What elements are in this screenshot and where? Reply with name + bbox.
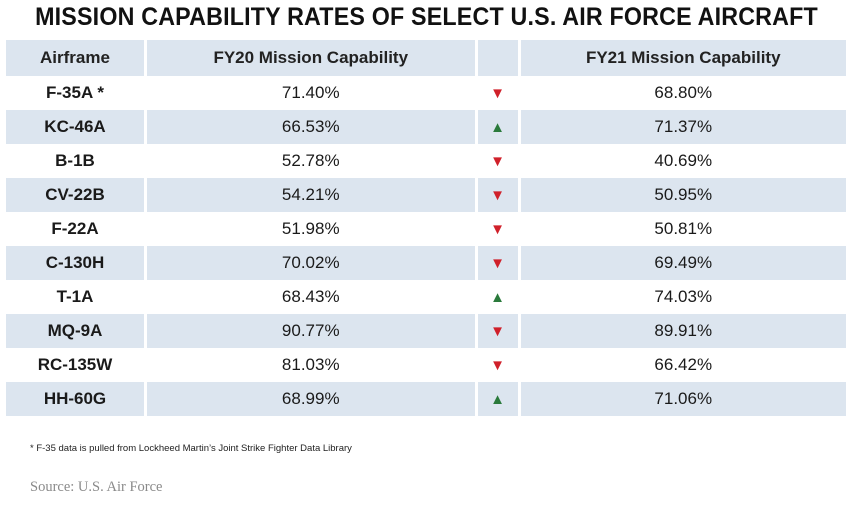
trend-cell: ▲: [477, 382, 521, 416]
trend-cell: ▼: [477, 144, 521, 178]
trend-cell: ▼: [477, 314, 521, 348]
airframe-cell: C-130H: [6, 246, 147, 280]
header-fy20: FY20 Mission Capability: [147, 40, 478, 76]
airframe-cell: B-1B: [6, 144, 147, 178]
table-row: T-1A 68.43% ▲ 74.03%: [6, 280, 846, 314]
trend-cell: ▼: [477, 76, 521, 110]
fy20-value-cell: 52.78%: [147, 144, 478, 178]
airframe-cell: T-1A: [6, 280, 147, 314]
header-trend: [477, 40, 521, 76]
fy20-value-cell: 71.40%: [147, 76, 478, 110]
airframe-cell: CV-22B: [6, 178, 147, 212]
fy21-value-cell: 66.42%: [520, 348, 846, 382]
fy21-value-cell: 71.37%: [520, 110, 846, 144]
trend-cell: ▼: [477, 178, 521, 212]
fy20-value-cell: 70.02%: [147, 246, 478, 280]
airframe-cell: F-35A *: [6, 76, 147, 110]
fy20-value-cell: 54.21%: [147, 178, 478, 212]
table-row: C-130H 70.02% ▼ 69.49%: [6, 246, 846, 280]
triangle-down-icon: ▼: [490, 323, 505, 340]
fy20-value-cell: 68.43%: [147, 280, 478, 314]
triangle-down-icon: ▼: [490, 187, 505, 204]
airframe-cell: HH-60G: [6, 382, 147, 416]
table-row: KC-46A 66.53% ▲ 71.37%: [6, 110, 846, 144]
airframe-cell: RC-135W: [6, 348, 147, 382]
fy21-value-cell: 71.06%: [520, 382, 846, 416]
fy20-value-cell: 66.53%: [147, 110, 478, 144]
triangle-up-icon: ▲: [490, 391, 505, 408]
fy20-value-cell: 81.03%: [147, 348, 478, 382]
fy21-value-cell: 89.91%: [520, 314, 846, 348]
triangle-down-icon: ▼: [490, 153, 505, 170]
table-row: CV-22B 54.21% ▼ 50.95%: [6, 178, 846, 212]
table-row: HH-60G 68.99% ▲ 71.06%: [6, 382, 846, 416]
fy20-value-cell: 90.77%: [147, 314, 478, 348]
trend-cell: ▼: [477, 348, 521, 382]
triangle-up-icon: ▲: [490, 119, 505, 136]
trend-cell: ▼: [477, 212, 521, 246]
airframe-cell: MQ-9A: [6, 314, 147, 348]
triangle-down-icon: ▼: [490, 85, 505, 102]
header-row: Airframe FY20 Mission Capability FY21 Mi…: [6, 40, 846, 76]
table-row: RC-135W 81.03% ▼ 66.42%: [6, 348, 846, 382]
header-airframe: Airframe: [6, 40, 147, 76]
fy21-value-cell: 50.95%: [520, 178, 846, 212]
trend-cell: ▲: [477, 280, 521, 314]
fy21-value-cell: 74.03%: [520, 280, 846, 314]
capability-table: Airframe FY20 Mission Capability FY21 Mi…: [6, 40, 846, 416]
fy21-value-cell: 68.80%: [520, 76, 846, 110]
fy21-value-cell: 69.49%: [520, 246, 846, 280]
header-fy21: FY21 Mission Capability: [520, 40, 846, 76]
fy20-value-cell: 51.98%: [147, 212, 478, 246]
table-body: F-35A * 71.40% ▼ 68.80% KC-46A 66.53% ▲ 71.37% B…: [6, 76, 846, 416]
table-row: MQ-9A 90.77% ▼ 89.91%: [6, 314, 846, 348]
airframe-cell: KC-46A: [6, 110, 147, 144]
fy21-value-cell: 50.81%: [520, 212, 846, 246]
table-row: B-1B 52.78% ▼ 40.69%: [6, 144, 846, 178]
trend-cell: ▼: [477, 246, 521, 280]
triangle-down-icon: ▼: [490, 255, 505, 272]
triangle-down-icon: ▼: [490, 221, 505, 238]
triangle-up-icon: ▲: [490, 289, 505, 306]
source-note: Source: U.S. Air Force: [30, 479, 163, 495]
triangle-down-icon: ▼: [490, 357, 505, 374]
chart-title: MISSION CAPABILITY RATES OF SELECT U.S. …: [35, 3, 818, 31]
trend-cell: ▲: [477, 110, 521, 144]
table-row: F-22A 51.98% ▼ 50.81%: [6, 212, 846, 246]
fy20-value-cell: 68.99%: [147, 382, 478, 416]
fy21-value-cell: 40.69%: [520, 144, 846, 178]
airframe-cell: F-22A: [6, 212, 147, 246]
footnote: * F-35 data is pulled from Lockheed Mart…: [30, 443, 352, 454]
table-row: F-35A * 71.40% ▼ 68.80%: [6, 76, 846, 110]
